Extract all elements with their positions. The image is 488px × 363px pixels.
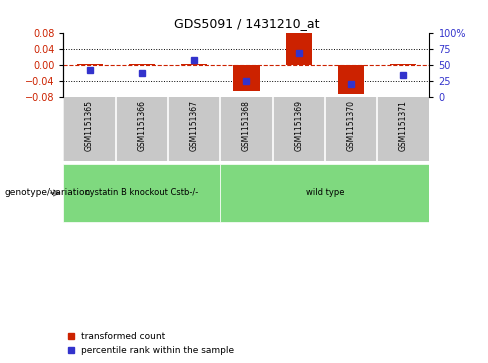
Text: wild type: wild type	[305, 188, 344, 197]
Bar	[338, 65, 364, 94]
Text: GSM1151368: GSM1151368	[242, 100, 251, 151]
Bar	[390, 64, 416, 65]
Text: GSM1151370: GSM1151370	[346, 100, 356, 151]
Bar	[77, 64, 102, 65]
Text: cystatin B knockout Cstb-/-: cystatin B knockout Cstb-/-	[85, 188, 199, 197]
Bar	[63, 164, 220, 222]
Text: genotype/variation: genotype/variation	[5, 188, 91, 197]
Bar	[233, 65, 260, 91]
Bar	[129, 64, 155, 65]
Bar	[220, 164, 429, 222]
Legend: transformed count, percentile rank within the sample: transformed count, percentile rank withi…	[68, 333, 235, 355]
Text: GSM1151367: GSM1151367	[190, 100, 199, 151]
Bar	[285, 32, 312, 65]
Title: GDS5091 / 1431210_at: GDS5091 / 1431210_at	[174, 17, 319, 30]
Text: GSM1151369: GSM1151369	[294, 100, 303, 151]
Text: GSM1151365: GSM1151365	[85, 100, 94, 151]
Bar	[181, 64, 207, 65]
Text: GSM1151366: GSM1151366	[137, 100, 146, 151]
Text: GSM1151371: GSM1151371	[399, 100, 408, 151]
